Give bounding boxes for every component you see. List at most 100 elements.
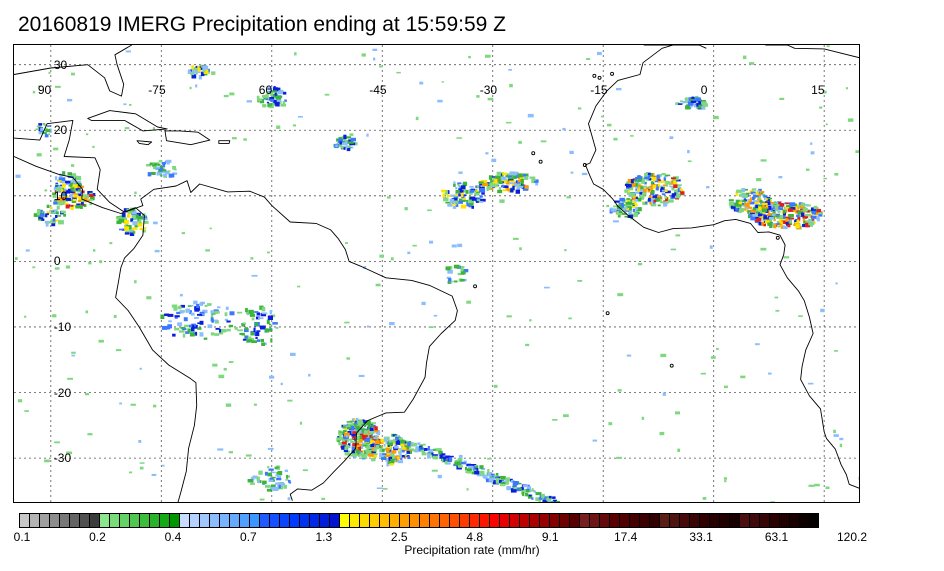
precip-cell [24, 315, 27, 318]
precip-cell [700, 372, 706, 375]
precip-cell [273, 100, 277, 103]
precip-cell [203, 337, 208, 340]
precip-cell [481, 192, 485, 195]
precip-cell [839, 443, 842, 448]
precip-cell [260, 338, 264, 342]
precip-cell [626, 199, 632, 202]
precip-cell [466, 300, 471, 304]
precip-cell [506, 188, 511, 191]
precip-cell [274, 92, 277, 97]
precip-cell [562, 127, 566, 131]
precip-cell [267, 472, 272, 477]
precip-cell [816, 208, 821, 213]
precip-cell [644, 181, 647, 185]
precip-cell [250, 331, 255, 336]
precip-cell [353, 418, 356, 422]
precip-cell [519, 177, 524, 180]
colorbar-cell [589, 514, 599, 527]
precip-cell [786, 205, 790, 207]
precip-cell [768, 215, 774, 219]
precip-cell [280, 382, 283, 386]
precip-cell [191, 67, 198, 72]
precip-cell [623, 207, 628, 209]
precip-cell [177, 322, 183, 327]
precip-cell [360, 437, 365, 440]
precip-cell [566, 196, 571, 199]
precip-cell [616, 456, 622, 459]
colorbar-cell [789, 514, 799, 527]
precip-cell [232, 137, 237, 140]
precip-cell [748, 200, 752, 203]
precip-cell [174, 315, 180, 318]
precip-cell [401, 445, 404, 448]
precip-cell [768, 205, 772, 210]
precip-cell [63, 213, 66, 217]
precip-cell [38, 123, 43, 126]
precip-cell [153, 404, 157, 408]
precip-cell [586, 58, 591, 60]
coastline-south-america-east [140, 180, 458, 501]
precip-cell [130, 403, 136, 406]
colorbar-cell [49, 514, 59, 527]
precip-cell [569, 150, 574, 154]
precip-cell [45, 220, 50, 223]
precip-cell [777, 225, 780, 228]
precip-cell [398, 448, 401, 452]
precip-cell [445, 455, 450, 459]
precip-cell [759, 210, 763, 214]
precip-cell [760, 247, 767, 251]
precip-cell [207, 68, 210, 72]
precip-cell [663, 202, 668, 207]
precip-cell [44, 189, 48, 192]
precip-cell [210, 313, 214, 318]
precip-cell [270, 98, 274, 102]
precip-cell [769, 216, 774, 220]
precip-cell [627, 178, 634, 183]
precip-cell [531, 178, 536, 184]
precip-cell [617, 293, 624, 297]
precip-cell [649, 173, 653, 177]
precip-cell [806, 204, 811, 207]
precip-cell [391, 439, 398, 443]
precip-cell [683, 101, 688, 103]
precip-cell [805, 213, 811, 217]
coastline-north-america [14, 45, 133, 97]
precip-cell [648, 196, 654, 199]
precip-cell [823, 177, 827, 180]
precip-cell [834, 350, 839, 352]
precip-cell [256, 476, 260, 481]
precip-cell [525, 343, 530, 347]
precip-cell [123, 220, 129, 225]
precip-cell [658, 196, 662, 199]
precip-cell [479, 465, 484, 469]
precip-cell [741, 188, 746, 193]
precip-cell [702, 497, 707, 500]
precip-cell [211, 319, 214, 323]
precip-cell [782, 209, 786, 214]
precip-cell [455, 189, 460, 194]
precip-cell [506, 180, 511, 185]
precip-cell [759, 191, 765, 194]
precip-cell [292, 124, 296, 127]
precip-cell [242, 322, 246, 325]
precip-cell [789, 202, 796, 207]
precip-cell [470, 464, 477, 467]
precip-cell [46, 211, 49, 216]
precip-cell [466, 463, 472, 467]
precip-cell [453, 195, 459, 199]
precip-cell [354, 423, 357, 428]
precip-cell [137, 222, 143, 227]
precip-cell [453, 181, 456, 184]
precip-cell [448, 278, 452, 282]
precip-cell [733, 203, 736, 207]
precip-cell [367, 433, 372, 436]
colorbar-cell [119, 514, 129, 527]
precip-cell [149, 162, 153, 166]
precip-cell [512, 185, 515, 190]
precip-cell [113, 314, 117, 318]
precip-cell [634, 212, 638, 217]
precip-cell [341, 439, 346, 442]
precip-cell [688, 97, 691, 101]
precip-cell [353, 142, 358, 146]
precip-cell [256, 330, 261, 332]
